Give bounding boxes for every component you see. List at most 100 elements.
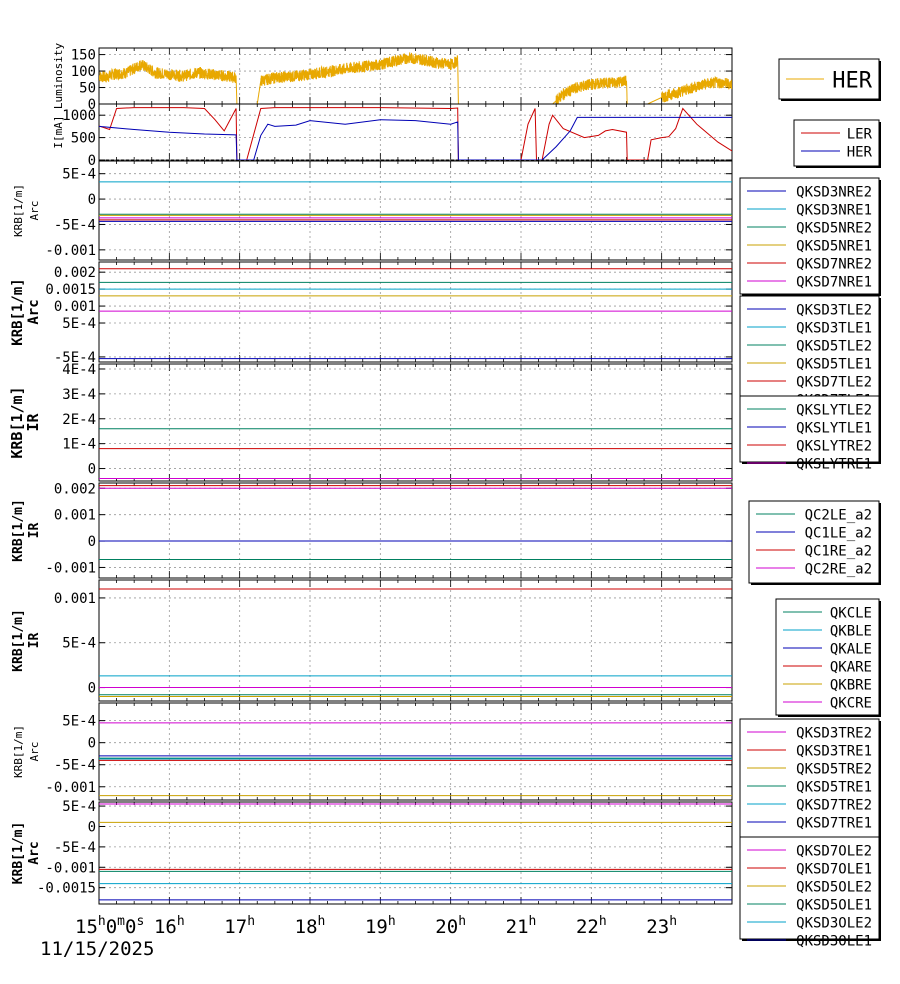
legend-label: QKSD5OLE2: [796, 879, 872, 895]
y-axis-sublabel: IR: [27, 523, 42, 539]
y-axis-sublabel: IR: [27, 633, 42, 649]
y-axis-sublabel: IR: [24, 413, 42, 432]
y-tick-label: 3E-4: [62, 387, 96, 403]
panel-frame: [98, 482, 733, 579]
legend-label: QC1RE_a2: [805, 543, 872, 559]
legend-6: QKCLE QKBLE QKALE QKARE QKBRE QKCRE: [775, 598, 881, 717]
legend-label: QKSD5TLE2: [796, 338, 872, 354]
panel-5: 0.002 0.001 0 -0.001 KRB[1/m] IR: [11, 481, 733, 579]
panel-frame: [98, 103, 733, 161]
legend-label: QKSD3TRE1: [796, 743, 872, 759]
legend-box: [739, 177, 880, 295]
y-tick-label: -5E-4: [54, 840, 96, 856]
x-axis-labels: 15h0m0s 16h 17h 18h 19h 20h 21h 22h 23h: [75, 914, 677, 938]
legend-label: QC1LE_a2: [805, 525, 872, 541]
panel-frame: [98, 363, 733, 482]
y-tick-label: 2E-4: [62, 412, 96, 428]
x-tick-label: 18h: [295, 914, 326, 938]
y-tick-label: 0: [88, 534, 96, 550]
legend-5: QC2LE_a2 QC1LE_a2 QC1RE_a2 QC2RE_a2: [748, 500, 881, 585]
y-tick-label: 5E-4: [62, 316, 96, 332]
y-axis-label: Luminosity: [52, 43, 65, 110]
panel-6: 0.001 5E-4 0 KRB[1/m] IR: [11, 579, 733, 702]
y-axis-label: KRB[1/m]: [10, 278, 26, 345]
legend-label: QKSD5OLE1: [796, 897, 872, 913]
y-tick-label: 0.001: [54, 299, 96, 315]
x-tick-label: 19h: [365, 914, 396, 938]
legend-label: QKBRE: [830, 677, 872, 693]
legend-label: QKSD7NRE2: [796, 256, 872, 272]
legend-label: QC2RE_a2: [805, 561, 872, 577]
series-group: [99, 485, 732, 561]
legend-label: QKSLYTLE2: [796, 402, 872, 418]
y-tick-label: 5E-4: [62, 636, 96, 652]
y-tick-label: 4E-4: [62, 362, 96, 378]
series-line-her: [99, 116, 732, 160]
x-tick-label: 15h0m0s: [75, 914, 144, 938]
y-tick-label: 0: [88, 681, 96, 697]
y-tick-label: 5E-4: [62, 799, 96, 815]
legend-box: [748, 500, 880, 584]
y-axis-label: KRB[1/m]: [11, 609, 26, 672]
x-tick-label: 17h: [224, 914, 255, 938]
panel-4: 4E-4 3E-4 2E-4 1E-4 0 KRB[1/m]IR: [8, 362, 733, 482]
panel-2: 5E-4 0 -5E-4 -0.001 KRB[1/m] Arc: [12, 160, 733, 261]
series-group: [99, 803, 732, 901]
x-tick-label: 16h: [154, 914, 185, 938]
legend-label: QKBLE: [830, 623, 872, 639]
legend-label: QKSD7OLE2: [796, 843, 872, 859]
legend-label: QKSD7NRE1: [796, 274, 872, 290]
legend-label: QKSD3TRE2: [796, 725, 872, 741]
y-tick-label: -5E-4: [54, 758, 96, 774]
legend-box: [793, 119, 880, 167]
panel-frame: [98, 702, 733, 801]
legend-4: QKSLYTLE2 QKSLYTLE1 QKSLYTRE2 QKSLYTRE1: [739, 395, 881, 472]
legend-0: HER: [778, 58, 881, 101]
y-tick-label: -0.001: [45, 243, 96, 259]
legend-label: QKSD7TRE1: [796, 815, 872, 831]
y-axis-sublabel: Arc: [26, 299, 42, 324]
y-tick-label: 1E-4: [62, 437, 96, 453]
y-axis-label: KRB[1/m]: [11, 499, 26, 562]
series-group: [99, 428, 732, 480]
legend-label: QKSD3TLE2: [796, 302, 872, 318]
y-tick-label: -0.001: [45, 780, 96, 796]
y-axis-sublabel: Arc: [27, 841, 42, 864]
legend-label: QKSD5TLE1: [796, 356, 872, 372]
legend-1: LER HER: [793, 119, 881, 168]
y-tick-label: 5E-4: [62, 167, 96, 183]
legend-label: QKSD5TRE1: [796, 779, 872, 795]
y-tick-label: -0.001: [45, 860, 96, 876]
panel-frame: [98, 261, 733, 363]
legend-box: [739, 295, 880, 397]
y-tick-label: 150: [71, 48, 96, 64]
series-group: [99, 52, 732, 104]
y-axis-label: I[mA]: [52, 115, 65, 148]
series-line-her: [99, 52, 732, 104]
panel-8: 5E-4 0 -5E-4 -0.001 -0.0015 KRB[1/m] Arc: [11, 799, 733, 905]
y-tick-label: 0: [88, 192, 96, 208]
series-group: [99, 722, 732, 797]
legend-label: QKSD3OLE2: [796, 915, 872, 931]
legend-label: QKCRE: [830, 695, 872, 711]
series-group: [99, 107, 732, 160]
legend-label: QKSD3NRE2: [796, 184, 872, 200]
legend-label: QKALE: [830, 641, 872, 657]
x-tick-label: 21h: [506, 914, 537, 938]
series-group: [99, 588, 732, 698]
legend-label: QKSD7TRE2: [796, 797, 872, 813]
y-axis-label: KRB[1/m]: [8, 386, 26, 458]
y-axis-label: KRB[1/m]: [12, 725, 25, 778]
legend-label: QKSLYTRE1: [796, 456, 872, 472]
y-tick-label: 500: [71, 131, 96, 147]
legend-label: QKSD3TLE1: [796, 320, 872, 336]
y-axis-sublabel: Arc: [28, 742, 41, 762]
legend-box: [775, 598, 880, 716]
y-tick-label: 0.002: [54, 481, 96, 497]
y-tick-label: 0: [88, 462, 96, 478]
y-tick-label: -0.001: [45, 560, 96, 576]
legend-label: QKSLYTRE2: [796, 438, 872, 454]
